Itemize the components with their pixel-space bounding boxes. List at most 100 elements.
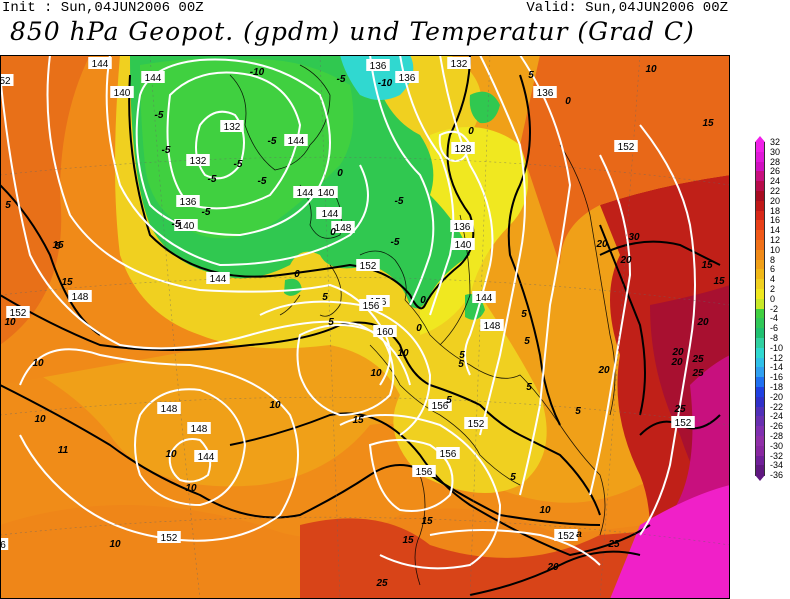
geopotential-label: 148 [187, 422, 211, 435]
colorbar-cell [755, 181, 765, 192]
temperature-label: 0 [294, 269, 300, 280]
temperature-label: 25 [375, 578, 388, 589]
geopotential-label: 144 [141, 71, 165, 84]
colorbar-cell [755, 230, 765, 241]
temperature-label: 10 [34, 414, 46, 425]
temperature-field-west [0, 55, 390, 385]
temperature-label: 25 [691, 354, 704, 365]
colorbar-label: -12 [770, 352, 784, 363]
temperature-field-green-patch-1 [469, 91, 500, 124]
colorbar-cell [755, 318, 765, 329]
svg-text:144: 144 [198, 452, 215, 463]
colorbar-label: 30 [770, 146, 781, 157]
svg-text:144: 144 [145, 73, 162, 84]
geopotential-label: 140 [110, 86, 134, 99]
colorbar-cell [755, 240, 765, 251]
temperature-label: 15 [713, 276, 725, 287]
colorbar-cell [755, 269, 765, 280]
colorbar-label: 10 [770, 244, 781, 255]
temperature-label: 5 [510, 472, 516, 483]
svg-text:152: 152 [468, 419, 485, 430]
valid-time-label: Valid: Sun,04JUN2006 00Z [526, 0, 728, 16]
temperature-label: -5 [337, 74, 346, 85]
svg-text:144: 144 [322, 209, 339, 220]
colorbar-cell [755, 426, 765, 437]
temperature-label: -5 [268, 136, 277, 147]
isotherm-15 [229, 412, 651, 557]
geopotential-label: 156 [359, 299, 383, 312]
geopotential-labels: 144 144 140 136 136 132 136 132 144 132 136 140 144 1… [0, 57, 695, 551]
svg-text:152: 152 [558, 531, 575, 542]
temperature-label: 10 [269, 400, 281, 411]
colorbar-label: 20 [770, 195, 781, 206]
geopot-low-sw-144 [168, 438, 212, 483]
geopotential-label: 148 [68, 290, 92, 303]
colorbar-cell [755, 279, 765, 290]
temperature-field-se-pink [610, 485, 730, 599]
geopotential-label: 132 [186, 154, 210, 167]
svg-text:144: 144 [297, 188, 314, 199]
temperature-label: -5 [162, 145, 171, 156]
colorbar-label: -10 [770, 342, 784, 353]
svg-text:132: 132 [224, 122, 241, 133]
isotherm-10-west [0, 184, 101, 336]
temperature-label: -5 [391, 237, 400, 248]
temperature-label: 5 [5, 200, 11, 211]
svg-text:52: 52 [0, 76, 11, 87]
svg-text:152: 152 [618, 142, 635, 153]
temperature-labels: -10-5 -10-5-5-5-5-5-5-5-500-5-50500101555… [4, 64, 725, 589]
temperature-label: 20 [696, 317, 709, 328]
colorbar-cell [755, 367, 765, 378]
temperature-label: 10 [4, 317, 16, 328]
temperature-label: 5 [575, 406, 581, 417]
colorbar-cell [755, 465, 765, 476]
temperature-label: 10 [109, 539, 121, 550]
temperature-label: 0 [330, 227, 336, 238]
colorbar-cell [755, 455, 765, 466]
temperature-label: 15 [702, 118, 714, 129]
temperature-label: 5 [528, 70, 534, 81]
colorbar-label: -8 [770, 333, 779, 343]
header: Init : Sun,04JUN2006 00Z Valid: Sun,04JU… [0, 0, 790, 18]
colorbar-label: -18 [770, 382, 784, 392]
temperature-label: -5 [395, 196, 404, 207]
svg-text:136: 136 [180, 197, 197, 208]
temperature-label: -5 [208, 174, 217, 185]
colorbar-label: -36 [770, 470, 784, 481]
geopotential-label: 6 [0, 538, 9, 551]
geopotential-label: 136 [395, 71, 419, 84]
svg-text:152: 152 [360, 261, 377, 272]
svg-text:140: 140 [318, 188, 335, 199]
svg-text:140: 140 [455, 240, 472, 251]
temperature-label: 20 [595, 239, 608, 250]
colorbar-cell [755, 357, 765, 368]
temperature-label: 10 [645, 64, 657, 75]
geopotential-label: 160 [373, 325, 397, 338]
svg-text:148: 148 [191, 424, 208, 435]
colorbar-bottom-arrow [755, 475, 765, 482]
temperature-label: 10 [32, 358, 44, 369]
svg-text:144: 144 [288, 136, 305, 147]
geopot-152 [0, 74, 411, 386]
temperature-label: 15 [352, 415, 364, 426]
svg-text:136: 136 [454, 222, 471, 233]
temperature-label: -5 [172, 219, 181, 230]
colorbar-label: 0 [770, 293, 776, 304]
colorbar-cell [755, 151, 765, 163]
svg-text:152: 152 [10, 308, 27, 319]
geopot-140 [135, 58, 331, 237]
temperature-label: 10 [539, 505, 551, 516]
geopot-140-east [399, 55, 455, 316]
geopot-152-far-south [429, 529, 601, 566]
geopotential-label: 144 [472, 291, 496, 304]
temperature-label: -5 [234, 159, 243, 170]
geopotential-label: 52 [0, 74, 14, 87]
colorbar-cell [755, 171, 765, 182]
geopotential-label: 140 [451, 238, 475, 251]
colorbar-cell [755, 191, 765, 202]
geopotential-label: 144 [194, 450, 218, 463]
svg-text:132: 132 [451, 59, 468, 70]
svg-text:128: 128 [455, 144, 472, 155]
colorbar-label: -4 [770, 313, 779, 324]
colorbar-cell [755, 328, 765, 339]
